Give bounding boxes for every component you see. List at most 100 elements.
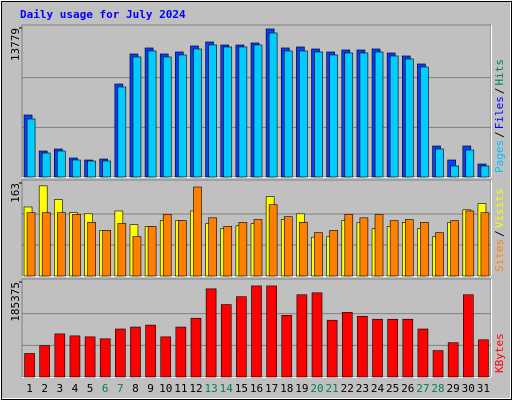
bar [299,50,308,178]
x-tick-label: 6 [102,382,109,395]
x-tick-label: 11 [174,382,187,395]
bar [147,226,157,277]
x-tick-label: 21 [326,382,339,395]
bar [87,222,96,277]
bar [480,165,490,178]
bar [72,214,81,277]
bar [99,338,111,378]
bar [283,216,293,277]
chart-title: Daily usage for July 2024 [20,8,186,21]
bar [162,214,172,277]
bar [344,214,354,277]
legend-label: Hits [493,59,506,86]
x-tick-label: 10 [159,382,172,395]
bar [132,56,142,178]
x-tick-label: 25 [386,382,399,395]
bar [220,304,232,378]
x-tick-label: 14 [220,382,234,395]
y-tick-label: 185375 [9,282,22,322]
bar [190,317,202,378]
bar [341,312,353,378]
x-tick-label: 24 [371,382,385,395]
bar [450,220,459,277]
bar [41,212,51,277]
x-tick-label: 12 [189,382,202,395]
bar [463,294,474,378]
bar [435,148,444,178]
bar [238,222,248,277]
legend-label: Visits [493,189,506,229]
bar [344,52,354,178]
bar [84,336,96,378]
bar [147,50,157,178]
x-tick-label: 8 [132,382,139,395]
bar [205,288,217,378]
x-tick-label: 27 [416,382,429,395]
bar [465,210,475,277]
x-tick-label: 7 [117,382,124,395]
x-tick-label: 17 [265,382,278,395]
bar [102,230,112,277]
bar [145,324,156,378]
bar [268,204,278,277]
bar [404,58,414,178]
legend-label: Files [493,96,506,129]
bar [329,54,338,178]
legend-separator: / [493,131,506,138]
x-tick-label: 9 [147,382,154,395]
x-tick-label: 22 [341,382,354,395]
x-tick-label: 3 [57,382,64,395]
x-tick-label: 19 [295,382,308,395]
bar [329,230,338,277]
bar [253,219,263,277]
bar [253,44,263,178]
bar [359,217,369,277]
bar [326,319,338,378]
bar [450,165,459,178]
bar [268,32,278,178]
y-tick-label: 163 [9,183,22,203]
bar [359,52,369,178]
bar [238,46,248,178]
bar [296,294,308,378]
bar [447,342,459,378]
bar [223,46,233,178]
legend-label: Sites [493,239,506,272]
legend-label: Pages [493,140,506,173]
bar [130,326,141,378]
bar [314,51,323,178]
x-tick-label: 28 [431,382,444,395]
bar [389,55,399,178]
bar [266,285,277,378]
x-tick-label: 5 [87,382,94,395]
bar [115,328,126,378]
bar [54,333,66,378]
x-tick-label: 20 [310,382,323,395]
legend-label: KBytes [493,333,506,373]
bar [387,318,398,378]
bar [57,212,66,277]
bar [435,232,444,277]
bar [193,186,202,277]
bar [420,222,429,277]
bar [478,339,489,378]
bar [417,328,429,378]
bar [480,212,490,277]
x-tick-label: 29 [447,382,460,395]
bar [311,292,323,378]
bar [314,232,323,277]
bar [162,56,172,178]
bar [465,149,475,178]
bar [420,66,429,178]
bar [178,54,187,178]
y-tick-label: 13779 [9,28,22,61]
bar [117,86,127,178]
x-tick-label: 26 [401,382,414,395]
bar [374,214,384,277]
x-tick-label: 30 [462,382,475,395]
bar [175,326,187,378]
bar [281,314,293,378]
bar [404,219,414,277]
